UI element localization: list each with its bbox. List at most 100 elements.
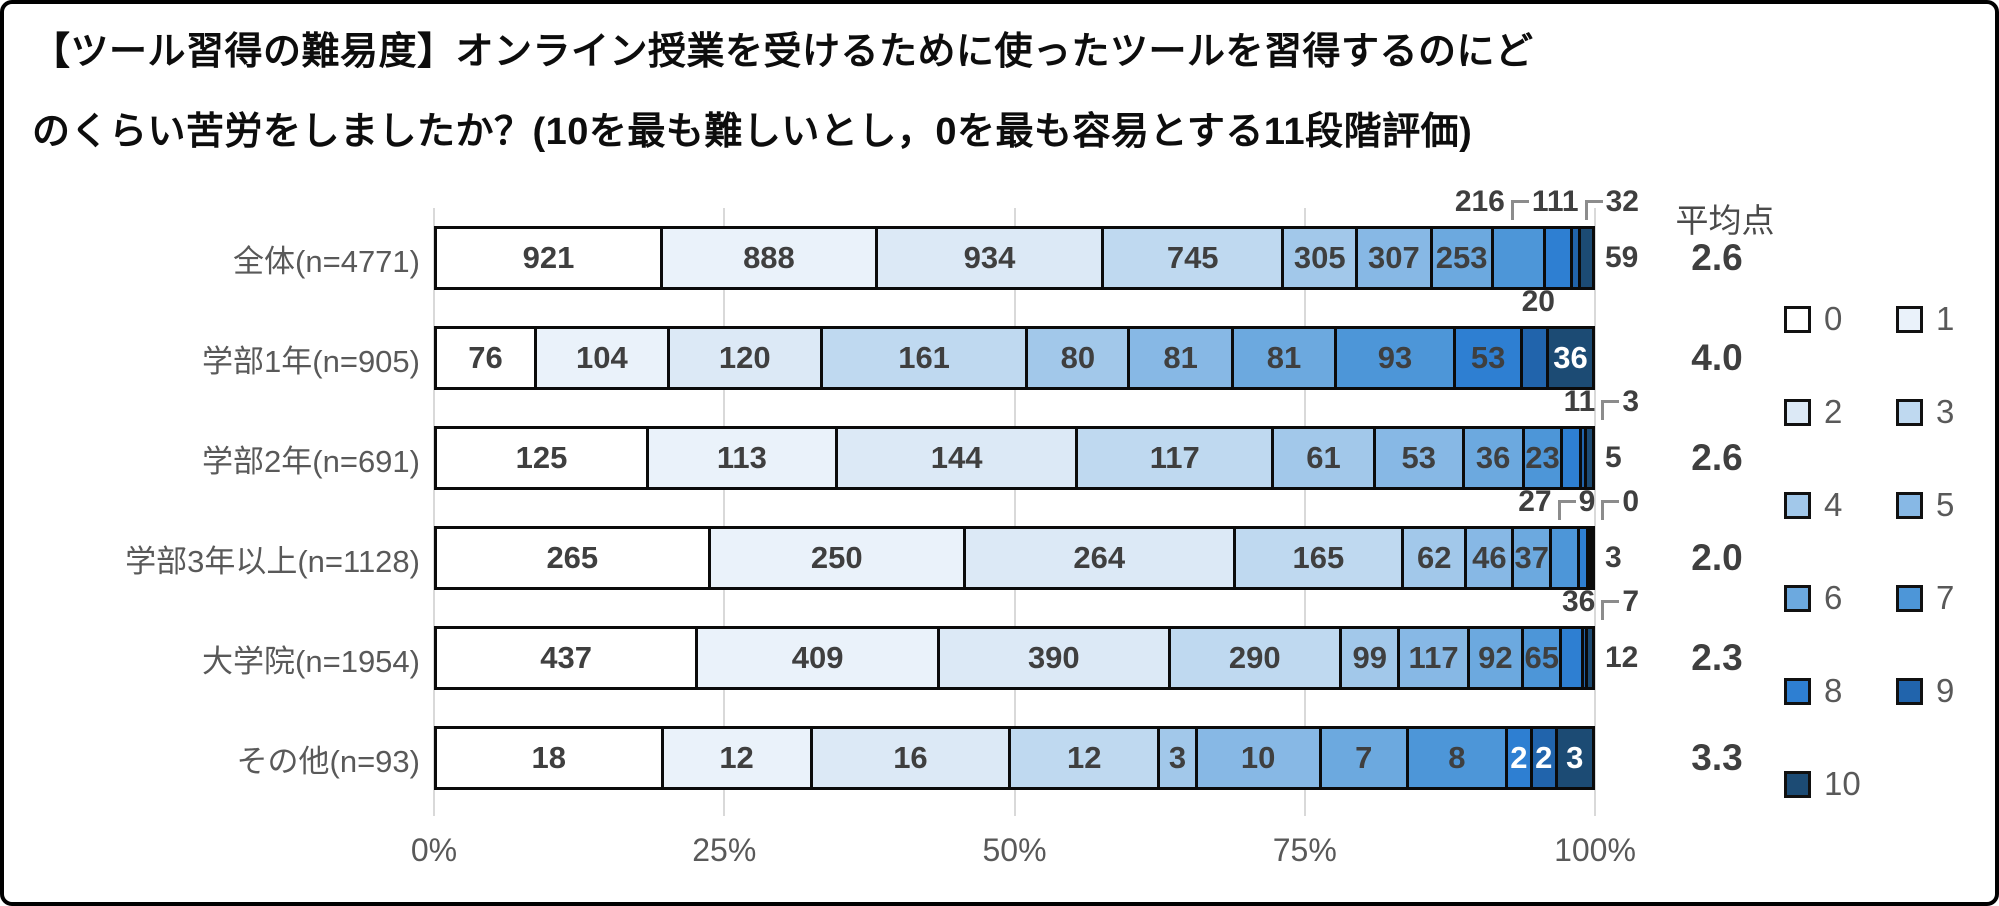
- bar-row: 18 12 16 12 3 10 7 8 2 2 3: [434, 726, 1595, 790]
- legend-swatch: [1784, 677, 1811, 705]
- segment-value-label: 36: [1553, 340, 1588, 375]
- bar-segment: 23: [1521, 429, 1561, 487]
- bar-segment: 92: [1466, 629, 1522, 687]
- bar-segment: 36: [1546, 329, 1592, 387]
- callout-value-label: 9: [1578, 485, 1596, 518]
- segment-value-label: 93: [1377, 340, 1413, 375]
- segment-value-label: 65: [1524, 640, 1559, 675]
- segment-value-label: 390: [1027, 640, 1080, 675]
- outside-right-value-label: 12: [1605, 641, 1639, 674]
- segment-value-label: 921: [522, 240, 575, 275]
- bar-segment: 437: [437, 629, 696, 687]
- category-label: 学部2年(n=691): [202, 443, 420, 479]
- callout-value-label: 20: [1521, 285, 1555, 318]
- legend-label: 5: [1936, 486, 1955, 523]
- legend-item: 2: [1784, 393, 1896, 431]
- chart-title: 【ツール習得の難易度】オンライン授業を受けるために使ったツールを習得するのにど …: [32, 12, 1534, 172]
- category-label: 大学院(n=1954): [202, 643, 420, 679]
- segment-value-label: 409: [791, 640, 844, 675]
- bar-segment: 53: [1452, 329, 1521, 387]
- callout-labels: 27 9 0: [1518, 482, 1639, 522]
- legend-label: 2: [1824, 393, 1843, 430]
- bar-segment: 264: [962, 529, 1233, 587]
- bar-row: 265 250 264 165 62 46 37: [434, 526, 1595, 590]
- segment-value-label: 80: [1060, 340, 1096, 375]
- bar-segment: 117: [1397, 629, 1467, 687]
- callout-value-label: 7: [1622, 585, 1639, 618]
- bar-segment: 305: [1281, 229, 1356, 287]
- gridline: [1013, 208, 1016, 816]
- bar-segment: [1549, 529, 1577, 587]
- bar-segment: 80: [1025, 329, 1128, 387]
- bar-segment: [1560, 429, 1579, 487]
- bar-segment: 61: [1271, 429, 1373, 487]
- bar-segment: 36: [1461, 429, 1522, 487]
- bar-segment: 53: [1373, 429, 1462, 487]
- category-label: その他(n=93): [236, 743, 420, 779]
- legend-label: 10: [1824, 765, 1861, 802]
- bar-segment: 81: [1127, 329, 1231, 387]
- segment-value-label: 92: [1478, 640, 1513, 675]
- bar-segment: 144: [834, 429, 1076, 487]
- leader-line: [1601, 500, 1620, 520]
- leader-line: [1601, 400, 1620, 420]
- legend-swatch: [1896, 398, 1923, 426]
- average-value: 2.6: [1691, 237, 1743, 278]
- segment-value-label: 265: [546, 540, 599, 575]
- bar-segment: 161: [819, 329, 1026, 387]
- segment-value-label: 264: [1073, 540, 1126, 575]
- legend-swatch: [1896, 677, 1923, 705]
- callout-value-label: 111: [1531, 185, 1579, 218]
- average-value: 4.0: [1691, 337, 1743, 378]
- bar-segment: [1577, 229, 1592, 287]
- legend-item: 8: [1784, 672, 1896, 710]
- bar-segment: [1490, 229, 1544, 287]
- leader-line: [1601, 600, 1620, 620]
- legend-swatch: [1784, 770, 1811, 798]
- bar-segment: [1583, 429, 1592, 487]
- bar-row: 437 409 390 290 99 117 92 65: [434, 626, 1595, 690]
- segment-value-label: 437: [540, 640, 593, 675]
- legend: 0 1 2 3 4 5 6 7 8 9 10: [1784, 300, 1995, 803]
- bar-segment: 93: [1334, 329, 1453, 387]
- legend-item: 6: [1784, 579, 1896, 617]
- x-axis-tick-label: 75%: [1272, 832, 1337, 868]
- bar-segment: [1520, 329, 1546, 387]
- legend-label: 8: [1824, 672, 1843, 709]
- callout-value-label: 11: [1563, 385, 1596, 418]
- segment-value-label: 16: [893, 740, 928, 775]
- segment-value-label: 934: [963, 240, 1016, 275]
- segment-value-label: 253: [1435, 240, 1488, 275]
- legend-swatch: [1784, 491, 1811, 519]
- callout-value-label: 216: [1454, 185, 1505, 218]
- callout-value-label: 0: [1622, 485, 1639, 518]
- segment-value-label: 104: [575, 340, 628, 375]
- bar-segment: 250: [707, 529, 963, 587]
- segment-value-label: 10: [1240, 740, 1276, 775]
- segment-value-label: 12: [719, 740, 754, 775]
- segment-value-label: 76: [468, 340, 503, 375]
- bar-segment: 120: [666, 329, 820, 387]
- bar-segment: [1543, 229, 1570, 287]
- segment-value-label: 53: [1470, 340, 1506, 375]
- segment-value-label: 23: [1525, 440, 1560, 475]
- segment-value-label: 7: [1355, 740, 1373, 775]
- outside-right-value-label: 5: [1605, 441, 1622, 474]
- segment-value-label: 8: [1448, 740, 1466, 775]
- bar-segment: 10: [1194, 729, 1319, 787]
- segment-value-label: 99: [1352, 640, 1387, 675]
- legend-swatch: [1896, 491, 1923, 519]
- bar-segment: 12: [660, 729, 810, 787]
- bar-segment: 934: [874, 229, 1102, 287]
- callout-value-label: 3: [1622, 385, 1639, 418]
- segment-value-label: 307: [1367, 240, 1420, 275]
- category-label: 学部1年(n=905): [202, 343, 420, 379]
- legend-label: 6: [1824, 579, 1843, 616]
- average-value: 2.3: [1691, 637, 1743, 678]
- bar-segment: 113: [645, 429, 835, 487]
- segment-value-label: 161: [898, 340, 950, 375]
- segment-value-label: 2: [1510, 740, 1528, 775]
- segment-value-label: 250: [810, 540, 863, 575]
- segment-value-label: 81: [1266, 340, 1302, 375]
